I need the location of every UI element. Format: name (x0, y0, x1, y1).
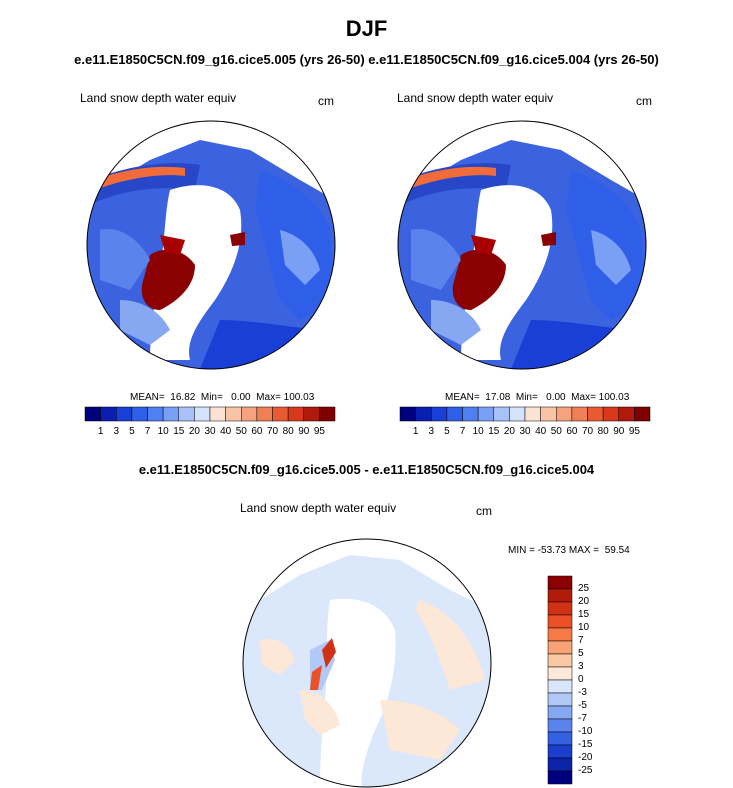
diff-stats: MIN = -53.73 MAX = 59.54 (508, 545, 630, 556)
diff-colorbar-swatch (547, 653, 573, 668)
diff-colorbar-tick-label: 10 (578, 622, 590, 633)
panel1-colorbar-ticks: 1 3 5 7 10 15 20 30 40 50 60 70 80 90 95 (85, 426, 335, 440)
diff-colorbar-tick-label: -7 (578, 713, 587, 724)
page-title: DJF (345, 16, 388, 41)
panel1-colorbar-tick-label: 95 (313, 426, 325, 437)
diff-colorbar-tick-label: -5 (578, 700, 587, 711)
diff-colorbar-swatch (547, 588, 573, 603)
panel2-colorbar-tick-label: 10 (472, 426, 484, 437)
panel2-colorbar-ticks: 1 3 5 7 10 15 20 30 40 50 60 70 80 90 95 (400, 426, 650, 440)
diff-colorbar-tick-label: 3 (578, 661, 584, 672)
diff-colorbar-swatch (547, 718, 573, 733)
panel2-units-label: cm (636, 94, 652, 108)
diff-colorbar (547, 575, 573, 785)
panel1-variable-label: Land snow depth water equiv (80, 91, 237, 105)
diff-colorbar-tick-label: 5 (578, 648, 584, 659)
panel2-snow-field (398, 121, 646, 369)
panel1-colorbar-tick-label: 30 (204, 426, 216, 437)
panel1-stats: MEAN= 16.82 Min= 0.00 Max= 100.03 (130, 392, 315, 403)
panel1-colorbar-tick-label: 15 (173, 426, 185, 437)
diff-colorbar-tick-label: -20 (578, 752, 593, 763)
diff-colorbar-swatch (547, 575, 573, 590)
panel2-colorbar-tick-label: 70 (581, 426, 594, 437)
diff-colorbar-swatch (547, 770, 573, 785)
diff-colorbar-swatch (547, 731, 573, 746)
panel2-colorbar-tick-label: 5 (444, 426, 450, 437)
diff-snow-field (243, 539, 491, 787)
panel1-colorbar-tick-label: 3 (113, 426, 120, 437)
panel1-colorbar-tick-label: 7 (144, 426, 151, 437)
panel1-colorbar-tick-label: 80 (282, 426, 294, 437)
diff-colorbar-swatch (547, 640, 573, 655)
panel2-colorbar-tick-label: 1 (412, 426, 419, 437)
panel1-colorbar (84, 406, 336, 422)
diff-colorbar-swatch (547, 679, 573, 694)
diff-colorbar-swatch (547, 601, 573, 616)
panel1-colorbar-tick-label: 90 (298, 426, 310, 437)
panel2-stats: MEAN= 17.08 Min= 0.00 Max= 100.03 (445, 392, 630, 403)
diff-colorbar-tick-label: -3 (578, 687, 587, 698)
diff-colorbar-tick-label: 7 (578, 635, 584, 646)
diff-colorbar-tick-label: -10 (578, 726, 593, 737)
panel1-colorbar-tick-label: 40 (220, 426, 232, 437)
diff-colorbar-swatch (547, 744, 573, 759)
diff-colorbar-swatch (547, 627, 573, 642)
panel2-colorbar-tick-label: 15 (488, 426, 500, 437)
panel1-colorbar-tick-label: 50 (235, 426, 247, 437)
panel2-colorbar (399, 406, 651, 422)
panel2-colorbar-tick-label: 30 (519, 426, 531, 437)
panel2-colorbar-tick-label: 20 (503, 426, 515, 437)
panel2-colorbar-tick-label: 90 (613, 426, 625, 437)
panel1-colorbar-tick-label: 70 (266, 426, 279, 437)
diff-colorbar-tick-label: -15 (578, 739, 593, 750)
panel2-colorbar-tick-label: 40 (535, 426, 547, 437)
panel2-colorbar-tick-label: 80 (597, 426, 609, 437)
diff-colorbar-ticks: 25 20 15 10 7 5 3 0 -3 -5 -7 -10 -15 -20 -25 (578, 576, 608, 784)
diff-colorbar-tick-label: 20 (578, 596, 590, 607)
panel2-colorbar-tick-label: 7 (459, 426, 466, 437)
panel2-variable-label: Land snow depth water equiv (397, 91, 554, 105)
diff-colorbar-tick-label: -25 (578, 765, 593, 776)
panel1-colorbar-tick-label: 20 (188, 426, 200, 437)
panel2-colorbar-tick-label: 50 (550, 426, 562, 437)
diff-colorbar-tick-label: 15 (578, 609, 590, 620)
panel1-units-label: cm (318, 94, 334, 108)
panel2-colorbar-tick-label: 3 (428, 426, 435, 437)
panel2-colorbar-swatch (634, 406, 651, 422)
diff-colorbar-swatch (547, 757, 573, 772)
diff-units-label: cm (476, 504, 492, 518)
panel2-colorbar-tick-label: 60 (566, 426, 578, 437)
diff-colorbar-swatch (547, 692, 573, 707)
panel1-colorbar-swatch (319, 406, 336, 422)
diff-colorbar-swatch (547, 666, 573, 681)
diff-subtitle: e.e11.E1850C5CN.f09_g16.cice5.005 - e.e1… (138, 462, 595, 477)
diff-colorbar-swatch (547, 705, 573, 720)
panel1-colorbar-tick-label: 1 (97, 426, 104, 437)
panel1-colorbar-tick-label: 60 (251, 426, 263, 437)
panel1-colorbar-tick-label: 10 (157, 426, 169, 437)
panel1-colorbar-tick-label: 5 (129, 426, 135, 437)
diff-colorbar-swatch (547, 614, 573, 629)
diff-colorbar-tick-label: 0 (578, 674, 584, 685)
diff-variable-label: Land snow depth water equiv (240, 501, 397, 515)
case-subtitle: e.e11.E1850C5CN.f09_g16.cice5.005 (yrs 2… (74, 52, 659, 67)
panel2-colorbar-tick-label: 95 (628, 426, 640, 437)
diff-colorbar-tick-label: 25 (578, 583, 590, 594)
